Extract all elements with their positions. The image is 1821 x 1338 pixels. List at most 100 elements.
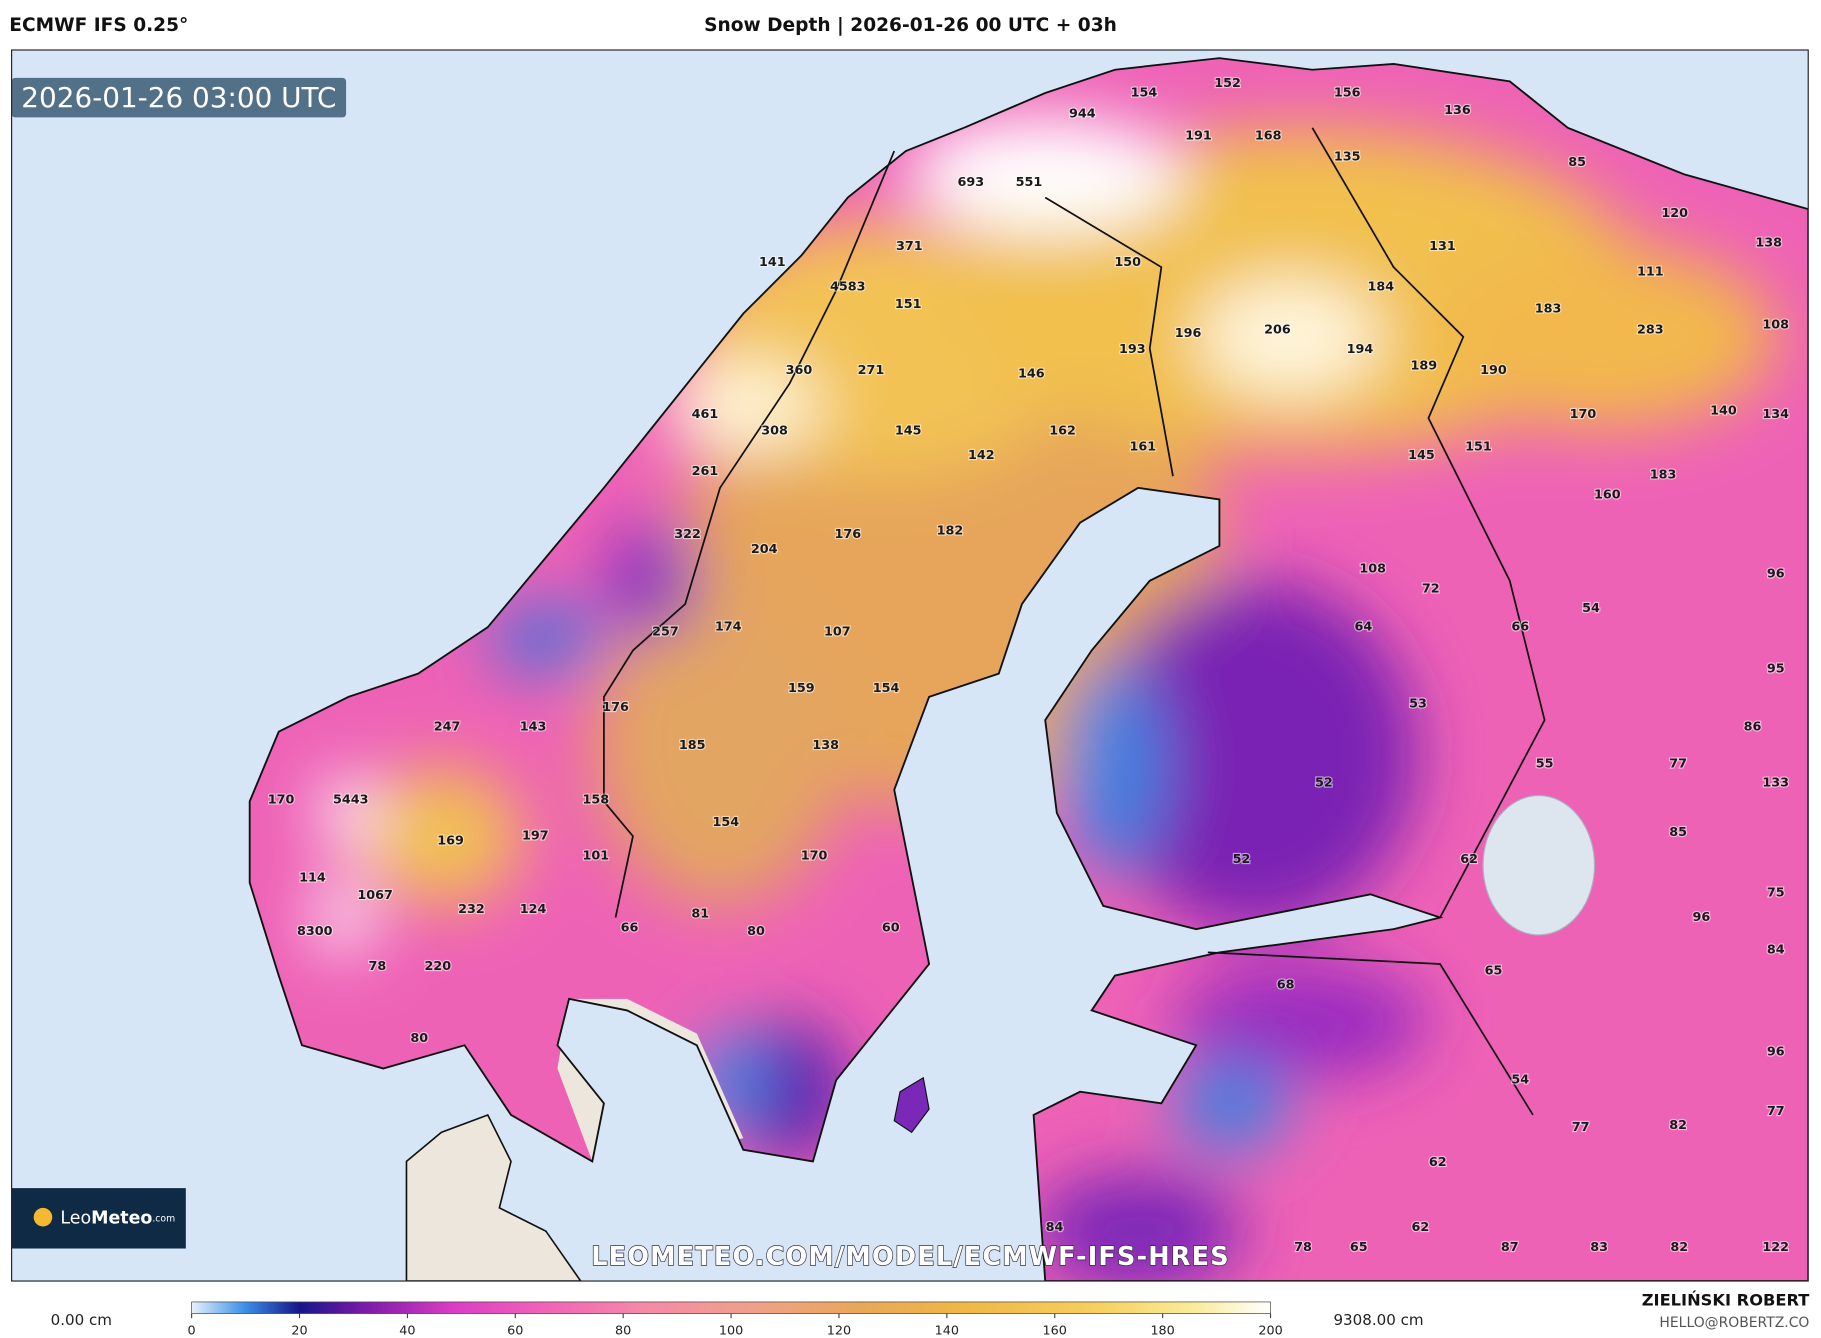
- point-value: 72: [1422, 581, 1440, 596]
- point-value: 120: [1661, 206, 1688, 221]
- point-value: 62: [1429, 1155, 1447, 1170]
- point-value: 143: [520, 720, 547, 735]
- point-value: 108: [1762, 318, 1789, 333]
- point-value: 5443: [333, 793, 369, 808]
- point-value: 83: [1590, 1240, 1608, 1255]
- point-value: 114: [299, 871, 326, 886]
- snow-blob: [487, 603, 604, 674]
- point-value: 82: [1670, 1240, 1688, 1255]
- point-value: 183: [1535, 301, 1562, 316]
- overlay: 2026-01-26 03:00 UTC LeoMeteo.com LEOMETEO…: [9, 15, 1809, 1338]
- point-value: 80: [747, 924, 765, 939]
- point-value: 84: [1767, 943, 1785, 958]
- point-value: 95: [1767, 662, 1785, 677]
- point-value: 944: [1069, 106, 1096, 121]
- logo-part: Leo: [60, 1208, 91, 1228]
- snow-blob: [661, 360, 825, 453]
- snow-blob: [905, 116, 1185, 233]
- point-value: 154: [873, 681, 900, 696]
- colorbar-tick-label: 40: [399, 1323, 415, 1338]
- snow-blob: [1091, 580, 1417, 930]
- point-value: 170: [1570, 407, 1597, 422]
- point-value: 77: [1767, 1104, 1785, 1119]
- point-value: 53: [1409, 696, 1427, 711]
- colorbar-tick-label: 0: [188, 1323, 196, 1338]
- point-value: 154: [1131, 85, 1158, 100]
- point-value: 60: [882, 920, 900, 935]
- colorbar-tick-label: 140: [935, 1323, 959, 1338]
- denmark: [405, 1113, 582, 1282]
- point-value: 87: [1501, 1240, 1519, 1255]
- point-value: 66: [621, 920, 639, 935]
- snow-blob: [603, 522, 697, 639]
- snow-blob: [1196, 278, 1383, 395]
- colorbar-tick-label: 60: [507, 1323, 523, 1338]
- point-value: 85: [1669, 825, 1687, 840]
- watermark: LEOMETEO.COM/MODEL/ECMWF-IFS-HRES: [591, 1242, 1230, 1272]
- lake-ladoga: [1482, 795, 1596, 936]
- point-value: 145: [895, 423, 922, 438]
- point-value: 135: [1334, 149, 1361, 164]
- point-value: 62: [1411, 1220, 1429, 1235]
- point-value: 152: [1214, 76, 1241, 91]
- point-value: 145: [1408, 448, 1435, 463]
- point-value: 197: [522, 829, 549, 844]
- legend-max: 9308.00 cm: [1333, 1311, 1423, 1329]
- point-value: 308: [761, 423, 788, 438]
- borders: [603, 127, 1546, 1116]
- point-value: 170: [268, 793, 295, 808]
- valid-time: 2026-01-26 03:00 UTC: [21, 81, 336, 114]
- point-value: 85: [1568, 155, 1586, 170]
- point-value: 107: [824, 624, 851, 639]
- point-value: 190: [1480, 363, 1507, 378]
- point-value: 371: [896, 239, 923, 254]
- point-value: 271: [858, 363, 885, 378]
- point-value: 161: [1129, 440, 1156, 455]
- point-value: 551: [1016, 175, 1043, 190]
- snow-blob: [313, 882, 372, 953]
- point-value: 131: [1429, 239, 1456, 254]
- point-value: 360: [786, 363, 813, 378]
- point-value: 96: [1767, 566, 1785, 581]
- point-value: 196: [1175, 326, 1202, 341]
- colorbar-tick-label: 180: [1150, 1323, 1174, 1338]
- point-value: 168: [1255, 128, 1282, 143]
- point-value: 176: [834, 527, 861, 542]
- point-value: 693: [958, 175, 985, 190]
- point-value: 64: [1355, 620, 1373, 635]
- credit-email: HELLO@ROBERTZ.CO: [1659, 1315, 1809, 1331]
- point-value: 136: [1444, 103, 1471, 118]
- point-value: 461: [692, 407, 719, 422]
- point-value: 86: [1744, 720, 1762, 735]
- map-title: Snow Depth | 2026-01-26 00 UTC + 03h: [704, 15, 1117, 36]
- point-value: 78: [1294, 1240, 1312, 1255]
- model-name: ECMWF IFS 0.25°: [9, 15, 188, 36]
- colorbar-tick-label: 80: [615, 1323, 631, 1338]
- point-value: 75: [1767, 886, 1785, 901]
- colorbar-tick-label: 120: [827, 1323, 851, 1338]
- point-value: 150: [1114, 255, 1141, 270]
- point-value: 283: [1637, 322, 1664, 337]
- point-value: 185: [679, 738, 706, 753]
- point-value: 124: [520, 902, 547, 917]
- point-value: 68: [1277, 977, 1295, 992]
- point-value: 151: [1465, 440, 1492, 455]
- snow-blob: [1062, 662, 1168, 872]
- point-value: 174: [715, 620, 742, 635]
- map-frame: [11, 49, 1809, 1282]
- point-value: 247: [434, 720, 461, 735]
- colorbar-tick-label: 160: [1043, 1323, 1067, 1338]
- logo-part: .com: [152, 1213, 175, 1224]
- point-value: 81: [691, 907, 709, 922]
- point-value: 138: [1755, 235, 1782, 250]
- snow-blob: [1033, 1173, 1243, 1282]
- point-value: 65: [1485, 963, 1503, 978]
- point-value: 4583: [830, 279, 866, 294]
- point-value: 189: [1410, 358, 1437, 373]
- point-value: 66: [1511, 620, 1529, 635]
- logo-sun: [33, 1207, 53, 1227]
- point-value: 138: [812, 738, 839, 753]
- logo: LeoMeteo.com: [60, 1208, 175, 1228]
- snow-blob: [1172, 1056, 1290, 1150]
- point-value: 159: [788, 681, 815, 696]
